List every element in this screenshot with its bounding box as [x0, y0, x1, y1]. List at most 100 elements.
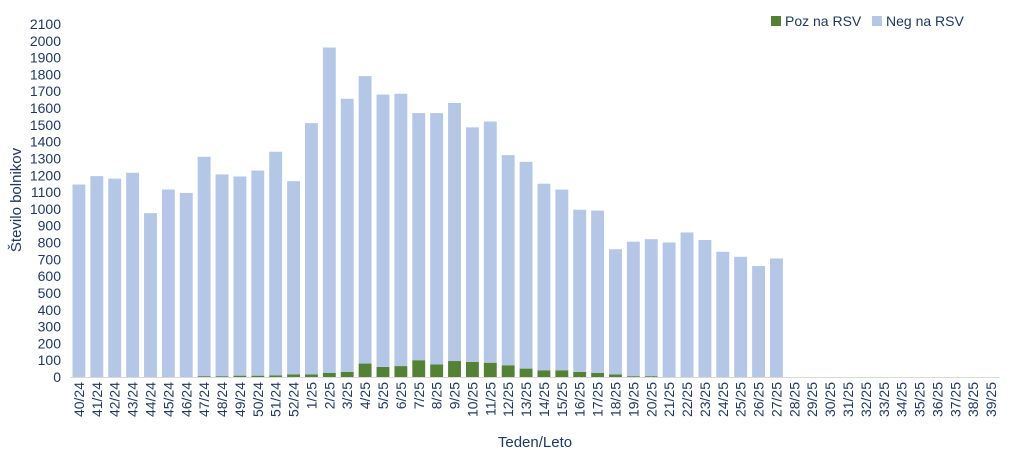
bar-neg-rsv: [448, 103, 461, 362]
x-tick-label: 12/25: [500, 382, 516, 417]
x-tick-label: 48/24: [214, 382, 230, 417]
x-tick-label: 5/25: [375, 382, 391, 409]
y-tick-label: 1800: [30, 66, 61, 82]
bar-neg-rsv: [179, 192, 193, 377]
x-tick-label: 7/25: [411, 382, 427, 409]
bar-neg-rsv: [144, 213, 157, 377]
bar-neg-rsv: [215, 174, 229, 377]
y-tick-label: 600: [38, 268, 62, 284]
bar-neg-rsv: [90, 176, 104, 377]
x-tick-label: 44/24: [142, 382, 158, 417]
bar-neg-rsv: [716, 251, 730, 377]
bar-neg-rsv: [644, 239, 658, 377]
x-tick-label: 39/25: [983, 382, 999, 417]
bar-neg-rsv: [430, 113, 444, 365]
y-tick-label: 1600: [30, 100, 61, 116]
x-tick-label: 27/25: [768, 382, 784, 417]
y-tick-label: 1000: [30, 201, 61, 217]
bar-neg-rsv: [251, 170, 265, 376]
bar-poz-rsv: [519, 368, 533, 377]
x-tick-label: 34/25: [894, 382, 910, 417]
bar-poz-rsv: [465, 361, 479, 377]
bar-neg-rsv: [680, 232, 694, 377]
x-tick-label: 31/25: [840, 382, 856, 417]
y-axis-ticks: 0100200300400500600700800900100011001200…: [30, 16, 61, 385]
y-tick-label: 1200: [30, 167, 61, 183]
x-tick-label: 50/24: [250, 382, 266, 417]
legend-swatch-poz: [771, 16, 781, 26]
bar-poz-rsv: [287, 374, 300, 377]
x-tick-label: 19/25: [625, 382, 641, 417]
bar-neg-rsv: [358, 76, 372, 364]
y-tick-label: 200: [38, 335, 62, 351]
x-tick-label: 42/24: [107, 382, 123, 417]
x-tick-label: 4/25: [357, 382, 373, 409]
bar-neg-rsv: [108, 178, 122, 377]
bar-neg-rsv: [305, 123, 318, 375]
bar-neg-rsv: [126, 172, 140, 377]
bar-poz-rsv: [644, 376, 658, 377]
y-tick-label: 300: [38, 319, 62, 335]
x-tick-label: 10/25: [464, 382, 480, 417]
bar-neg-rsv: [609, 249, 622, 375]
bar-neg-rsv: [233, 176, 247, 376]
bar-neg-rsv: [412, 113, 426, 361]
bar-poz-rsv: [305, 374, 318, 377]
x-tick-label: 29/25: [804, 382, 820, 417]
bar-poz-rsv: [626, 376, 640, 377]
bar-poz-rsv: [537, 370, 551, 377]
bar-neg-rsv: [322, 47, 336, 373]
y-tick-label: 1400: [30, 134, 61, 150]
bar-neg-rsv: [465, 127, 479, 362]
y-tick-label: 100: [38, 352, 62, 368]
y-tick-label: 2000: [30, 33, 61, 49]
bar-neg-rsv: [752, 266, 765, 377]
x-tick-label: 26/25: [751, 382, 767, 417]
bar-poz-rsv: [483, 362, 497, 377]
bar-neg-rsv: [626, 241, 640, 377]
bar-neg-rsv: [287, 181, 300, 375]
bar-neg-rsv: [340, 98, 354, 372]
x-tick-label: 32/25: [858, 382, 874, 417]
bar-poz-rsv: [591, 372, 605, 377]
bar-poz-rsv: [358, 363, 372, 377]
bar-poz-rsv: [215, 376, 229, 377]
legend: Poz na RSV Neg na RSV: [771, 13, 964, 29]
x-tick-label: 25/25: [733, 382, 749, 417]
bar-neg-rsv: [662, 242, 676, 377]
legend-label-neg: Neg na RSV: [886, 13, 964, 29]
x-tick-label: 6/25: [393, 382, 409, 409]
bar-poz-rsv: [269, 375, 283, 377]
x-tick-label: 23/25: [697, 382, 713, 417]
y-tick-label: 400: [38, 302, 62, 318]
x-tick-label: 36/25: [929, 382, 945, 417]
x-axis-title: Teden/Leto: [498, 434, 572, 451]
x-tick-label: 15/25: [554, 382, 570, 417]
y-tick-label: 1300: [30, 150, 61, 166]
bar-poz-rsv: [573, 371, 587, 377]
bar-poz-rsv: [322, 372, 336, 377]
y-tick-label: 800: [38, 235, 62, 251]
bar-neg-rsv: [72, 184, 86, 377]
y-tick-label: 0: [53, 369, 61, 385]
x-tick-label: 40/24: [71, 382, 87, 417]
bar-poz-rsv: [233, 375, 247, 377]
x-tick-label: 22/25: [679, 382, 695, 417]
bar-poz-rsv: [376, 366, 390, 377]
y-tick-label: 2100: [30, 16, 61, 32]
x-tick-label: 13/25: [518, 382, 534, 417]
bar-neg-rsv: [734, 256, 748, 377]
bar-neg-rsv: [483, 121, 497, 363]
y-tick-label: 1500: [30, 117, 61, 133]
x-tick-label: 16/25: [572, 382, 588, 417]
x-tick-label: 33/25: [876, 382, 892, 417]
bar-neg-rsv: [698, 240, 712, 377]
bar-poz-rsv: [448, 361, 461, 377]
bar-poz-rsv: [430, 364, 444, 377]
x-tick-label: 21/25: [661, 382, 677, 417]
bar-poz-rsv: [501, 365, 515, 377]
bar-neg-rsv: [591, 210, 605, 373]
bar-neg-rsv: [501, 155, 515, 366]
x-tick-label: 24/25: [715, 382, 731, 417]
bars: [72, 47, 783, 377]
